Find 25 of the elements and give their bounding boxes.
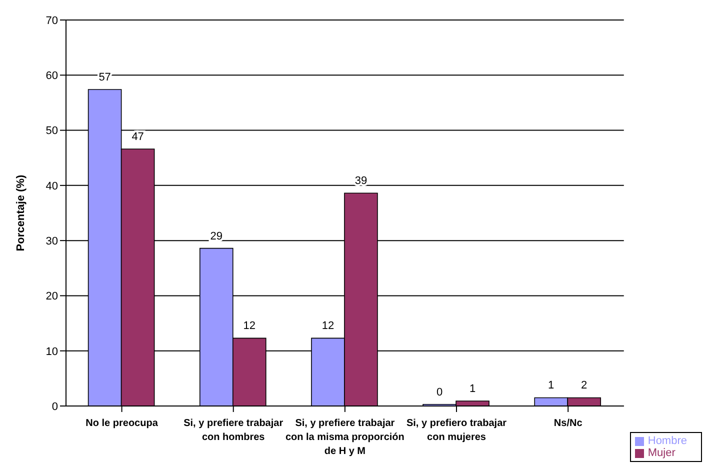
x-tick-label: Si, y prefiere trabajar con hombres [184, 418, 284, 443]
y-tick-label: 50 [46, 125, 58, 138]
x-tick-label: No le preocupa [86, 418, 158, 429]
legend-label: Hombre [648, 435, 687, 447]
data-label: 47 [132, 131, 144, 144]
x-tick-label: Si, y prefiere trabajar con la misma proporción de H y M [285, 418, 404, 457]
data-label: 2 [581, 380, 588, 392]
y-tick-label: 30 [46, 235, 58, 248]
x-tick-label: Si, y prefiero trabajar con mujeres [406, 418, 507, 443]
data-label: 0 [436, 386, 443, 398]
y-tick-label: 0 [52, 400, 58, 413]
data-label: 12 [322, 320, 334, 332]
y-tick-label: 60 [46, 70, 58, 82]
y-tick-label: 20 [46, 290, 58, 303]
data-label: 29 [210, 230, 223, 242]
data-label: 12 [243, 320, 256, 332]
y-tick-label: 10 [46, 346, 58, 358]
data-label: 1 [548, 380, 554, 392]
y-axis-title: Porcentaje (%) [14, 174, 27, 252]
data-label: 39 [354, 175, 368, 188]
legend-label: Mujer [648, 447, 676, 459]
x-tick-label: Ns/Nc [554, 418, 583, 429]
y-tick-label: 40 [46, 180, 58, 192]
y-tick-label: 70 [46, 14, 58, 27]
data-label: 1 [469, 383, 476, 396]
